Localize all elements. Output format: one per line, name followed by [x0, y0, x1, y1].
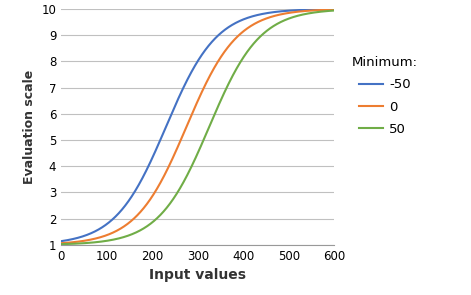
0 — [324, 8, 329, 12]
0 — [73, 240, 78, 244]
-50 — [58, 239, 64, 243]
Legend: -50, 0, 50: -50, 0, 50 — [347, 51, 423, 141]
Y-axis label: Evaluation scale: Evaluation scale — [23, 70, 36, 184]
50 — [73, 242, 78, 245]
-50 — [274, 10, 279, 14]
-50 — [73, 237, 78, 240]
Line: 50: 50 — [61, 11, 334, 244]
-50 — [332, 7, 337, 11]
0 — [324, 8, 329, 12]
0 — [191, 107, 197, 111]
50 — [184, 174, 190, 178]
50 — [274, 23, 279, 26]
0 — [184, 124, 190, 128]
Line: -50: -50 — [61, 9, 334, 241]
-50 — [324, 7, 329, 11]
Line: 0: 0 — [61, 9, 334, 243]
-50 — [191, 65, 197, 69]
0 — [58, 241, 64, 245]
X-axis label: Input values: Input values — [149, 268, 246, 282]
50 — [191, 159, 197, 163]
0 — [274, 14, 279, 17]
-50 — [324, 7, 329, 11]
50 — [324, 9, 329, 13]
-50 — [184, 79, 190, 83]
50 — [58, 242, 64, 246]
50 — [332, 9, 337, 12]
50 — [324, 9, 329, 13]
0 — [332, 8, 337, 11]
